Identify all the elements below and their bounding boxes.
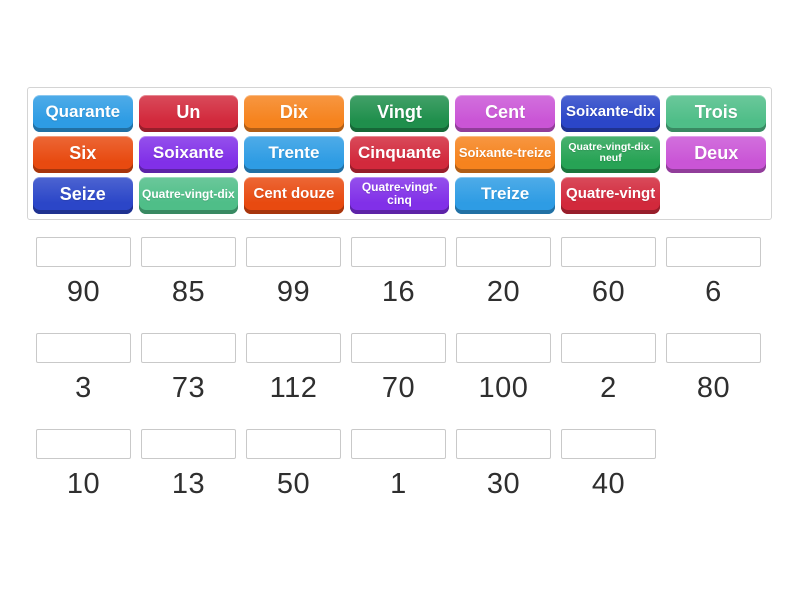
target-number: 20 <box>486 276 521 308</box>
target-number: 40 <box>591 468 626 500</box>
target-number: 30 <box>486 468 521 500</box>
answer-slot-16[interactable] <box>351 237 446 267</box>
answer-slot-1[interactable] <box>351 429 446 459</box>
match-cell: 13 <box>141 429 236 504</box>
answer-slot-60[interactable] <box>561 237 656 267</box>
target-number: 99 <box>276 276 311 308</box>
match-cell: 30 <box>456 429 551 504</box>
target-number: 6 <box>705 276 722 308</box>
bank-tile-soixante-dix[interactable]: Soixante-dix <box>560 95 661 132</box>
answer-slot-10[interactable] <box>36 429 131 459</box>
match-cell: 90 <box>36 237 131 312</box>
match-cell: 112 <box>246 333 341 408</box>
target-number: 70 <box>381 372 416 404</box>
target-number: 50 <box>276 468 311 500</box>
answer-slot-100[interactable] <box>456 333 551 363</box>
target-number: 13 <box>171 468 206 500</box>
match-cell: 1 <box>351 429 446 504</box>
bank-tile-cent-douze[interactable]: Cent douze <box>244 177 344 214</box>
answer-row-2: 3 73 112 70 100 2 80 <box>36 333 761 408</box>
match-cell: 100 <box>456 333 551 408</box>
match-cell: 6 <box>666 237 761 312</box>
match-cell: 10 <box>36 429 131 504</box>
answer-slot-99[interactable] <box>246 237 341 267</box>
answer-slot-2[interactable] <box>561 333 656 363</box>
bank-tile-quatre-vingt[interactable]: Quatre-vingt <box>560 177 661 214</box>
bank-tile-deux[interactable]: Deux <box>666 136 766 173</box>
answer-slot-80[interactable] <box>666 333 761 363</box>
word-bank: Quarante Un Dix Vingt Cent Soixante-dix Trois S… <box>27 87 772 220</box>
match-cell: 70 <box>351 333 446 408</box>
match-cell: 3 <box>36 333 131 408</box>
target-number: 10 <box>66 468 101 500</box>
answer-slot-6[interactable] <box>666 237 761 267</box>
target-number: 112 <box>269 372 318 404</box>
answer-slot-112[interactable] <box>246 333 341 363</box>
target-number: 2 <box>600 372 617 404</box>
match-cell: 16 <box>351 237 446 312</box>
bank-tile-quatre-vingt-dix-neuf[interactable]: Quatre-vingt-dix-neuf <box>560 136 661 173</box>
match-cell: 99 <box>246 237 341 312</box>
answer-slot-30[interactable] <box>456 429 551 459</box>
answer-row-3: 10 13 50 1 30 40 <box>36 429 656 504</box>
match-cell: 60 <box>561 237 656 312</box>
bank-tile-seize[interactable]: Seize <box>33 177 133 214</box>
bank-tile-soixante-treize[interactable]: Soixante-treize <box>455 136 555 173</box>
answer-slot-50[interactable] <box>246 429 341 459</box>
bank-tile-soixante[interactable]: Soixante <box>138 136 239 173</box>
target-number: 1 <box>390 468 407 500</box>
bank-tile-quarante[interactable]: Quarante <box>33 95 133 132</box>
answer-slot-40[interactable] <box>561 429 656 459</box>
bank-tile-cent[interactable]: Cent <box>455 95 555 132</box>
answer-slot-3[interactable] <box>36 333 131 363</box>
target-number: 73 <box>171 372 206 404</box>
match-cell: 80 <box>666 333 761 408</box>
bank-tile-trois[interactable]: Trois <box>666 95 766 132</box>
answer-slot-20[interactable] <box>456 237 551 267</box>
target-number: 3 <box>75 372 92 404</box>
bank-tile-six[interactable]: Six <box>33 136 133 173</box>
target-number: 90 <box>66 276 101 308</box>
target-number: 16 <box>381 276 416 308</box>
target-number: 85 <box>171 276 206 308</box>
bank-tile-quatre-vingt-dix[interactable]: Quatre-vingt-dix <box>138 177 239 214</box>
match-cell: 50 <box>246 429 341 504</box>
match-cell: 40 <box>561 429 656 504</box>
match-cell: 2 <box>561 333 656 408</box>
bank-tile-cinquante[interactable]: Cinquante <box>349 136 450 173</box>
match-cell: 85 <box>141 237 236 312</box>
match-cell: 20 <box>456 237 551 312</box>
word-bank-grid: Quarante Un Dix Vingt Cent Soixante-dix Trois S… <box>33 95 766 214</box>
bank-tile-treize[interactable]: Treize <box>455 177 555 214</box>
answer-slot-73[interactable] <box>141 333 236 363</box>
bank-tile-vingt[interactable]: Vingt <box>349 95 450 132</box>
answer-slot-85[interactable] <box>141 237 236 267</box>
bank-tile-un[interactable]: Un <box>138 95 239 132</box>
answer-slot-13[interactable] <box>141 429 236 459</box>
target-number: 100 <box>478 372 529 404</box>
bank-tile-trente[interactable]: Trente <box>244 136 344 173</box>
target-number: 80 <box>696 372 731 404</box>
bank-tile-quatre-vingt-cinq[interactable]: Quatre-vingt-cinq <box>349 177 450 214</box>
match-cell: 73 <box>141 333 236 408</box>
answer-slot-90[interactable] <box>36 237 131 267</box>
target-number: 60 <box>591 276 626 308</box>
answer-row-1: 90 85 99 16 20 60 6 <box>36 237 761 312</box>
bank-tile-dix[interactable]: Dix <box>244 95 344 132</box>
answer-slot-70[interactable] <box>351 333 446 363</box>
